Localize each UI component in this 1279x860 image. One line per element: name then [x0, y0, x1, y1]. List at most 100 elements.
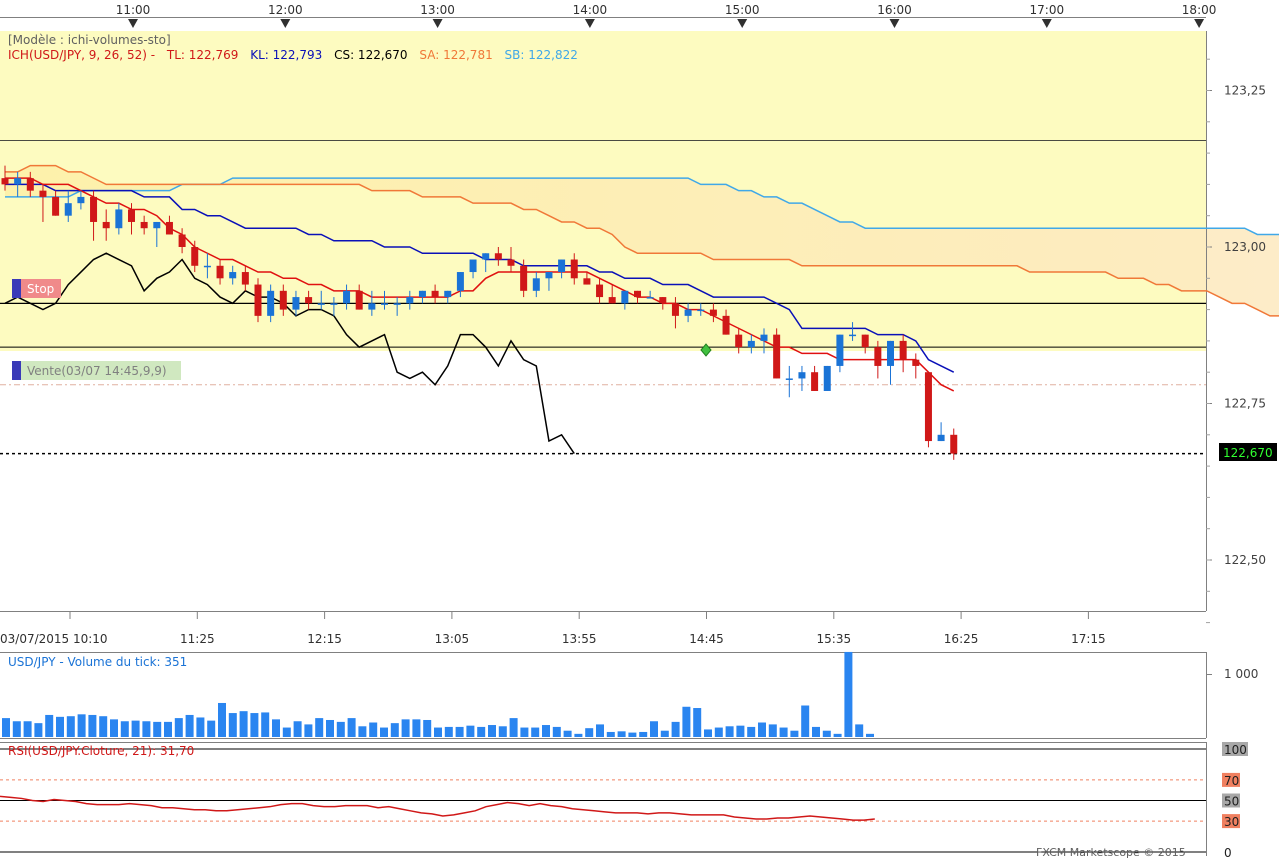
- volume-bar: [779, 727, 788, 737]
- top-time-label: 15:00: [725, 3, 760, 17]
- candle-body: [671, 303, 679, 316]
- volume-bar: [390, 723, 399, 737]
- rsi-panel[interactable]: RSI(USD/JPY.Cloture, 21): 31,70 100 70 50 3…: [0, 742, 1248, 860]
- volume-bar: [822, 730, 831, 737]
- volume-bar: [88, 714, 97, 737]
- bottom-time-label: 11:25: [180, 632, 215, 646]
- volume-bar: [531, 727, 540, 737]
- candle: [165, 215, 173, 235]
- volume-bar: [358, 726, 367, 737]
- candle: [406, 290, 414, 310]
- current-price-tag: 122,670: [1219, 443, 1277, 461]
- candle-body: [418, 290, 426, 298]
- volume-bar: [228, 713, 237, 737]
- candle-body: [165, 221, 173, 235]
- candle-body: [393, 303, 401, 305]
- current-price-label: 122,670: [1223, 446, 1273, 460]
- candle-body: [785, 378, 793, 380]
- candle-body: [747, 340, 755, 348]
- candle-body: [596, 284, 604, 298]
- bottom-time-label: 13:05: [435, 632, 470, 646]
- volume-bar: [833, 733, 842, 737]
- volume-panel[interactable]: USD/JPY - Volume du tick: 351 1 000: [0, 651, 1258, 739]
- candle: [393, 297, 401, 316]
- top-time-axis: 11:00 12:00 13:00 14:00 15:00 16:00 17:00 18:00: [0, 3, 1216, 28]
- volume-bar: [45, 714, 54, 737]
- candle: [279, 284, 287, 316]
- volume-bar: [2, 718, 10, 737]
- volume-bar: [153, 721, 162, 737]
- candle: [811, 365, 819, 391]
- price-axis[interactable]: 123,25 123,00 122,75 122,50: [1206, 58, 1266, 624]
- volume-bar: [844, 651, 853, 737]
- volume-bar: [520, 727, 529, 737]
- volume-bar: [509, 718, 518, 737]
- candle: [596, 278, 604, 304]
- volume-bar: [218, 702, 226, 737]
- candle-body: [558, 259, 566, 273]
- volume-bar: [34, 723, 43, 737]
- candle-body: [950, 434, 958, 454]
- candle-body: [444, 290, 452, 298]
- candle: [608, 284, 616, 304]
- candle-body: [241, 272, 249, 285]
- candle-body: [115, 209, 123, 229]
- kl-label: KL: 122,793: [250, 48, 322, 62]
- candle: [924, 372, 932, 448]
- volume-bar: [790, 730, 799, 737]
- candle: [735, 328, 743, 354]
- volume-bar: [585, 728, 594, 737]
- candle: [659, 297, 667, 310]
- volume-bar: [866, 733, 874, 737]
- candle: [507, 247, 515, 273]
- rsi-tick-label: 100: [1224, 743, 1247, 757]
- candle: [760, 328, 768, 354]
- candle: [583, 272, 591, 285]
- volume-bar: [552, 726, 561, 737]
- volume-bar: [498, 726, 507, 737]
- candle: [849, 322, 857, 341]
- candle-body: [659, 297, 667, 304]
- volume-bar: [185, 714, 194, 737]
- rsi-tick-label: 0: [1224, 846, 1232, 860]
- volume-bar: [142, 721, 151, 737]
- candle: [381, 290, 388, 310]
- candle-body: [330, 303, 338, 305]
- volume-bar: [488, 725, 496, 737]
- candle-body: [128, 209, 135, 222]
- ichimoku-legend: ICH(USD/JPY, 9, 26, 52) - TL: 122,769 KL…: [8, 48, 578, 62]
- candle: [874, 340, 882, 379]
- candle-body: [355, 290, 363, 310]
- volume-bar: [434, 727, 442, 737]
- candle-body: [267, 290, 275, 316]
- candle-body: [26, 178, 34, 191]
- price-panel[interactable]: [Modèle : ichi-volumes-sto] ICH(USD/JPY,…: [0, 31, 1279, 624]
- candle: [722, 309, 730, 335]
- candle-body: [229, 272, 237, 279]
- candle-body: [90, 196, 98, 222]
- candle: [343, 284, 351, 310]
- stop-marker[interactable]: Stop: [12, 279, 61, 298]
- volume-bar: [120, 721, 129, 737]
- candle-body: [634, 290, 641, 298]
- candle: [456, 272, 464, 298]
- volume-bar: [444, 726, 453, 737]
- sell-marker[interactable]: Vente(03/07 14:45,9,9): [12, 361, 181, 380]
- candle-body: [456, 272, 464, 291]
- volume-bar: [56, 716, 64, 737]
- candle-body: [305, 297, 313, 304]
- candle-body: [937, 434, 945, 442]
- candle-body: [279, 290, 287, 310]
- volume-bar: [682, 706, 691, 737]
- candle-body: [343, 290, 351, 304]
- top-time-label: 17:00: [1030, 3, 1065, 17]
- volume-bar: [650, 721, 658, 737]
- candle: [912, 353, 920, 379]
- sell-signal-icon[interactable]: [700, 343, 712, 357]
- volume-bar: [326, 719, 334, 737]
- volume-bar: [66, 716, 75, 737]
- candle: [153, 221, 161, 247]
- volume-bar: [563, 730, 572, 737]
